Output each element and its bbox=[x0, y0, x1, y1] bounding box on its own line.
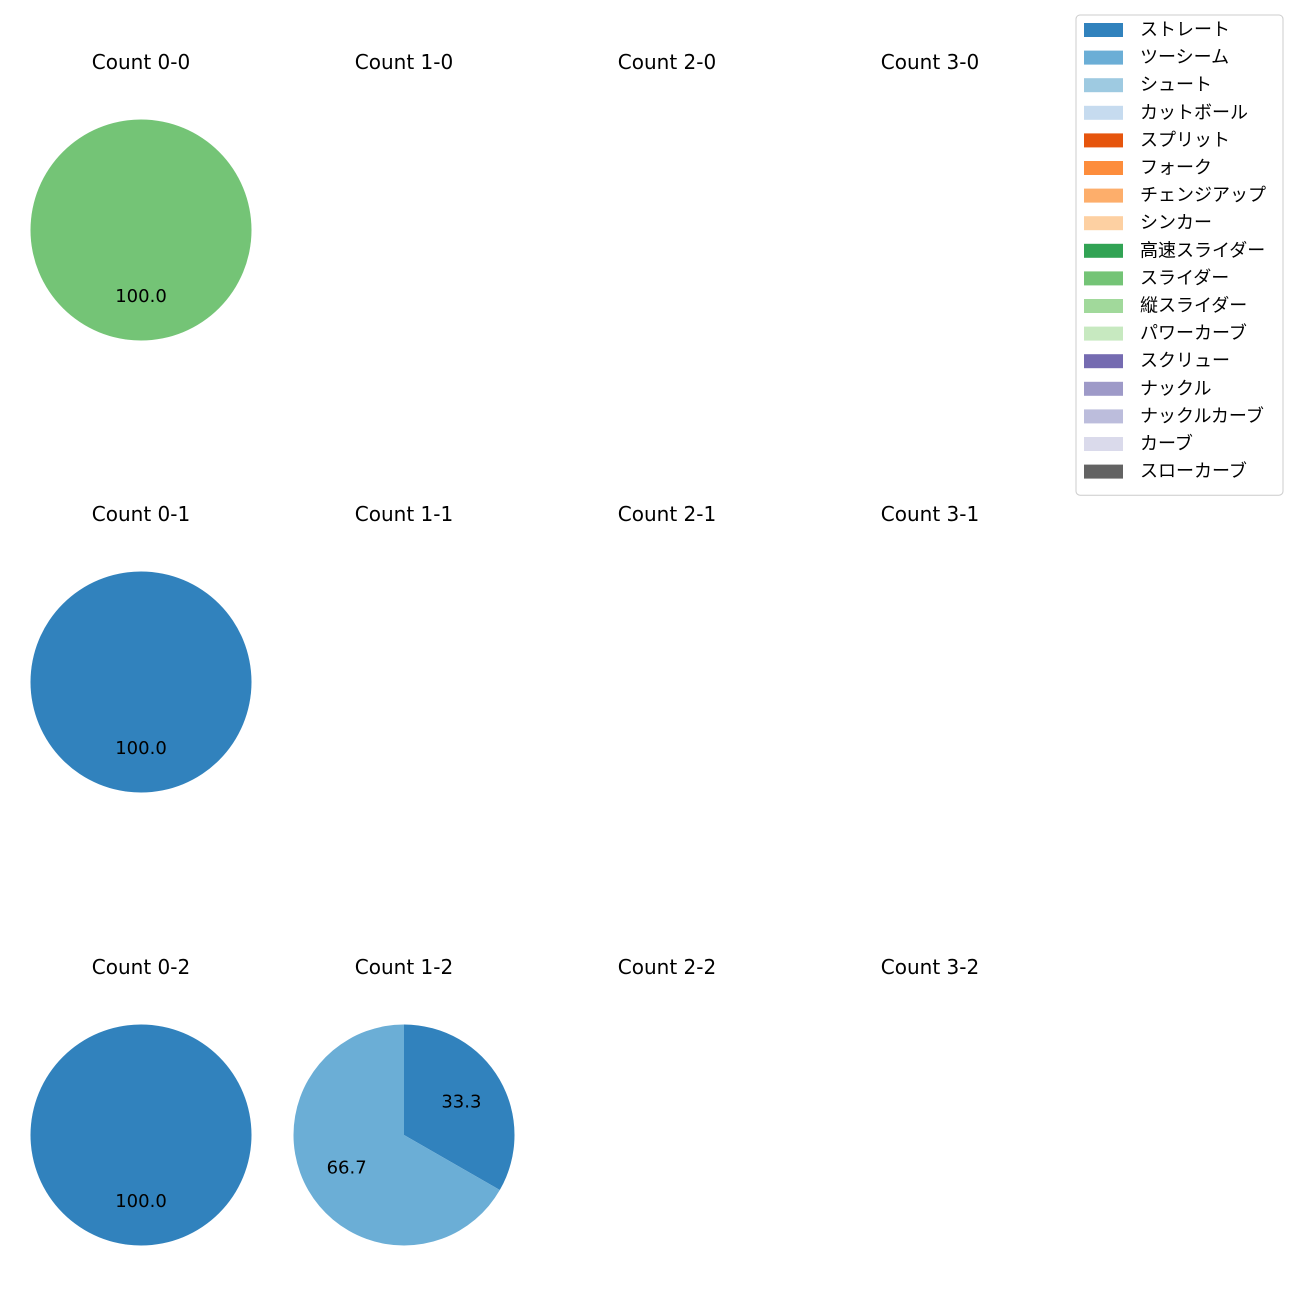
pie-slice-count-1-2-1 bbox=[293, 1024, 500, 1246]
panel-title: Count 3-2 bbox=[881, 955, 979, 979]
legend-item: シンカー bbox=[1084, 213, 1212, 234]
slice-value-label: 33.3 bbox=[441, 1091, 481, 1112]
legend-label: ストレート bbox=[1140, 20, 1230, 41]
legend-swatch bbox=[1084, 23, 1123, 37]
legend-label: カットボール bbox=[1140, 102, 1248, 123]
panel-title: Count 2-2 bbox=[618, 955, 716, 979]
pie-panel-count-0-1: Count 0-1 100.0 bbox=[30, 502, 252, 793]
legend-swatch bbox=[1084, 78, 1123, 93]
slice-value-label: 100.0 bbox=[115, 738, 167, 759]
legend-swatch bbox=[1084, 299, 1123, 313]
panel-title: Count 0-0 bbox=[92, 50, 190, 74]
pie-panel-count-2-0: Count 2-0 bbox=[618, 50, 716, 74]
legend-label: パワーカーブ bbox=[1140, 322, 1247, 344]
panel-title: Count 3-1 bbox=[881, 502, 979, 526]
legend-label: カーブ bbox=[1140, 433, 1193, 455]
legend-swatch bbox=[1084, 271, 1123, 286]
pie-panel-count-1-2: Count 1-2 33.3 66.7 bbox=[293, 955, 515, 1246]
pie-panel-count-1-0: Count 1-0 bbox=[355, 50, 453, 74]
legend-item: ストレート bbox=[1084, 20, 1230, 41]
legend-label: スクリュー bbox=[1140, 351, 1230, 372]
pie-panel-count-3-1: Count 3-1 bbox=[881, 502, 979, 526]
legend-item: スプリット bbox=[1084, 130, 1230, 151]
panel-title: Count 3-0 bbox=[881, 50, 979, 74]
legend-swatch bbox=[1084, 188, 1123, 203]
legend-label: 縦スライダー bbox=[1140, 296, 1247, 317]
legend-swatch bbox=[1084, 354, 1123, 369]
legend-item: パワーカーブ bbox=[1084, 322, 1247, 344]
legend-swatch bbox=[1084, 464, 1123, 479]
panel-title: Count 1-1 bbox=[355, 502, 453, 526]
slice-value-label: 100.0 bbox=[115, 286, 167, 307]
legend-item: ツーシーム bbox=[1084, 47, 1229, 68]
pie-panel-count-0-0: Count 0-0 100.0 bbox=[30, 50, 252, 341]
legend-swatch bbox=[1084, 216, 1123, 231]
legend-item: スローカーブ bbox=[1084, 460, 1247, 482]
pie-panel-count-1-1: Count 1-1 bbox=[355, 502, 453, 526]
pie-panel-count-2-1: Count 2-1 bbox=[618, 502, 716, 526]
legend-swatch bbox=[1084, 409, 1123, 424]
legend-item: スライダー bbox=[1084, 268, 1229, 289]
legend-swatch bbox=[1084, 326, 1123, 341]
pie-slice-count-0-0-0 bbox=[30, 119, 252, 341]
legend-label: シンカー bbox=[1140, 213, 1212, 234]
legend-item: チェンジアップ bbox=[1084, 185, 1266, 206]
legend-item: 高速スライダー bbox=[1084, 240, 1265, 261]
legend-item: フォーク bbox=[1084, 158, 1212, 179]
legend: ストレートツーシームシュートカットボールスプリットフォークチェンジアップシンカー… bbox=[1075, 14, 1284, 496]
legend-swatch bbox=[1084, 437, 1123, 451]
panel-title: Count 0-1 bbox=[92, 502, 190, 526]
legend-label: ナックルカーブ bbox=[1140, 405, 1264, 427]
legend-item: カーブ bbox=[1084, 433, 1193, 455]
legend-swatch bbox=[1084, 133, 1123, 148]
legend-label: チェンジアップ bbox=[1140, 185, 1266, 206]
panel-title: Count 0-2 bbox=[92, 955, 190, 979]
legend-label: スライダー bbox=[1140, 268, 1229, 289]
legend-swatch bbox=[1084, 381, 1123, 396]
legend-label: 高速スライダー bbox=[1140, 240, 1265, 261]
legend-swatch bbox=[1084, 105, 1123, 120]
legend-swatch bbox=[1084, 50, 1123, 65]
legend-label: ツーシーム bbox=[1140, 47, 1229, 68]
pie-slice-count-1-2-0 bbox=[404, 1024, 515, 1191]
legend-label: スローカーブ bbox=[1140, 460, 1247, 482]
legend-item: ナックル bbox=[1084, 378, 1211, 399]
pie-slice-count-0-1-0 bbox=[30, 571, 252, 793]
pie-panel-count-3-0: Count 3-0 bbox=[881, 50, 979, 74]
pie-panel-count-2-2: Count 2-2 bbox=[618, 955, 716, 979]
legend-frame bbox=[1075, 14, 1284, 496]
legend-item: シュート bbox=[1084, 75, 1212, 96]
legend-label: シュート bbox=[1140, 75, 1212, 96]
panel-title: Count 1-0 bbox=[355, 50, 453, 74]
legend-label: ナックル bbox=[1140, 378, 1211, 399]
slice-value-label: 100.0 bbox=[115, 1191, 167, 1212]
legend-swatch bbox=[1084, 243, 1123, 258]
legend-swatch bbox=[1084, 161, 1123, 175]
pie-panel-count-3-2: Count 3-2 bbox=[881, 955, 979, 979]
legend-item: ナックルカーブ bbox=[1084, 405, 1264, 427]
legend-item: 縦スライダー bbox=[1084, 296, 1247, 317]
legend-item: スクリュー bbox=[1084, 351, 1230, 372]
panel-title: Count 2-1 bbox=[618, 502, 716, 526]
legend-label: フォーク bbox=[1140, 158, 1212, 179]
legend-label: スプリット bbox=[1140, 130, 1230, 151]
panels-layer: Count 0-0 100.0 Count 1-0 Count 2-0 Count 3-… bbox=[30, 50, 979, 1246]
panel-title: Count 2-0 bbox=[618, 50, 716, 74]
pie-panel-count-0-2: Count 0-2 100.0 bbox=[30, 955, 252, 1246]
pie-slice-count-0-2-0 bbox=[30, 1024, 252, 1246]
slice-value-label: 66.7 bbox=[327, 1158, 367, 1179]
legend-item: カットボール bbox=[1084, 102, 1248, 123]
panel-title: Count 1-2 bbox=[355, 955, 453, 979]
